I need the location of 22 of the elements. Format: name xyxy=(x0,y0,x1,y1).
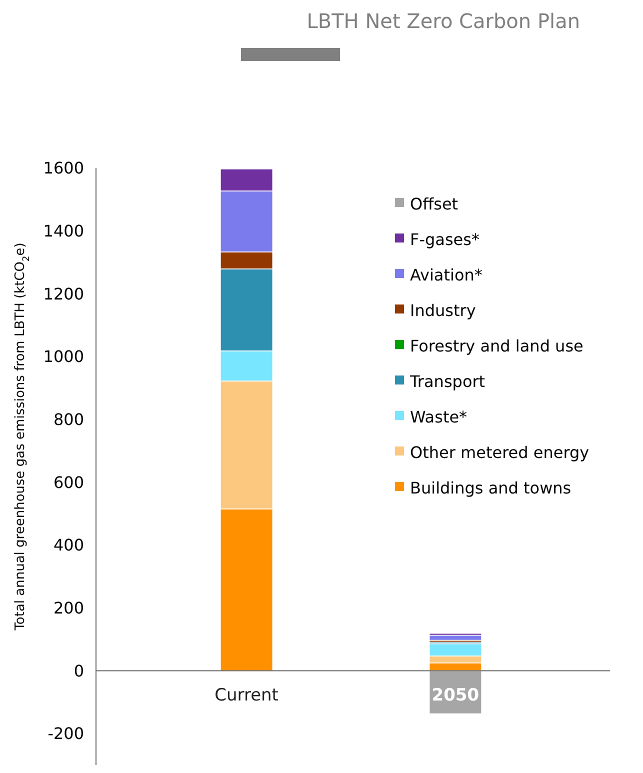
legend-label: Other metered energy xyxy=(410,443,590,462)
legend-label: Waste* xyxy=(410,408,468,427)
legend-label: Transport xyxy=(409,372,486,392)
x-tick-label: Current xyxy=(214,686,279,706)
y-tick-label: 800 xyxy=(53,410,84,429)
y-tick-label: 400 xyxy=(53,536,84,555)
legend-label: Buildings and towns xyxy=(410,478,572,498)
y-tick-label: 1000 xyxy=(43,347,84,366)
y-tick-label: 1200 xyxy=(43,284,84,304)
y-tick-label: 600 xyxy=(53,472,84,492)
legend-label: Forestry and land use xyxy=(410,336,584,356)
legend-label: Offset xyxy=(410,194,458,214)
y-tick-label: 200 xyxy=(53,598,84,618)
y-tick-label: 0 xyxy=(74,661,84,680)
legend-label: Aviation* xyxy=(410,266,482,285)
y-tick-label: -200 xyxy=(48,724,84,744)
chart-title: LBTH Net Zero Carbon Plan xyxy=(306,9,580,33)
y-tick-label: 1400 xyxy=(43,221,84,240)
legend-label: Industry xyxy=(410,301,476,320)
x-tick-label: 2050 xyxy=(432,686,480,706)
legend-label: F-gases* xyxy=(410,230,480,250)
y-tick-label: 1600 xyxy=(43,158,84,178)
